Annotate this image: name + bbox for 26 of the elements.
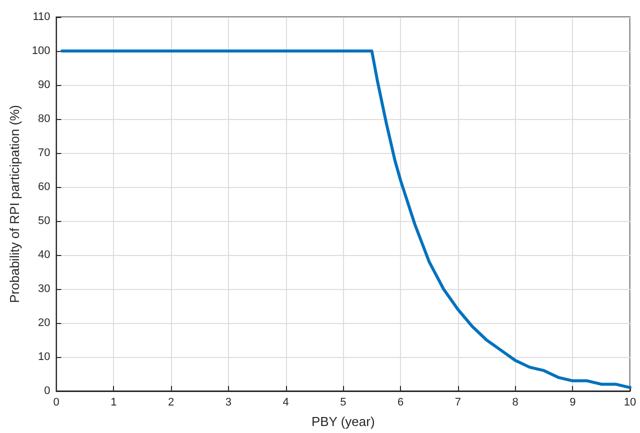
x-axis-title: PBY (year): [311, 414, 375, 429]
x-tick-label: 3: [225, 396, 232, 408]
y-tick-label: 10: [38, 351, 50, 363]
y-tick-label: 90: [38, 79, 50, 91]
line-series: [60, 50, 632, 390]
y-axis-title: Probability of RPI participation (%): [7, 105, 22, 303]
y-tick-label: 100: [32, 45, 50, 57]
x-tick-label: 1: [110, 396, 117, 408]
y-tick-label: 0: [44, 385, 50, 397]
y-tick-label: 50: [38, 215, 50, 227]
y-tick-label: 40: [38, 249, 50, 261]
x-tick-label: 8: [512, 396, 518, 408]
x-tick-label: 0: [53, 396, 60, 408]
x-tick-label: 9: [570, 396, 576, 408]
y-tick-label: 30: [38, 283, 50, 295]
y-tick-label: 60: [38, 181, 50, 193]
x-tick-label: 7: [454, 396, 461, 408]
y-tick-label: 70: [38, 147, 50, 159]
x-tick-label: 2: [168, 396, 174, 408]
x-tick-label: 4: [282, 396, 289, 408]
x-tick-label: 5: [340, 396, 346, 408]
x-tick-label: 10: [624, 396, 636, 408]
y-tick-label: 110: [32, 11, 50, 23]
x-tick-label: 6: [397, 396, 404, 408]
y-tick-label: 80: [38, 113, 50, 125]
y-tick-label: 20: [38, 317, 50, 329]
